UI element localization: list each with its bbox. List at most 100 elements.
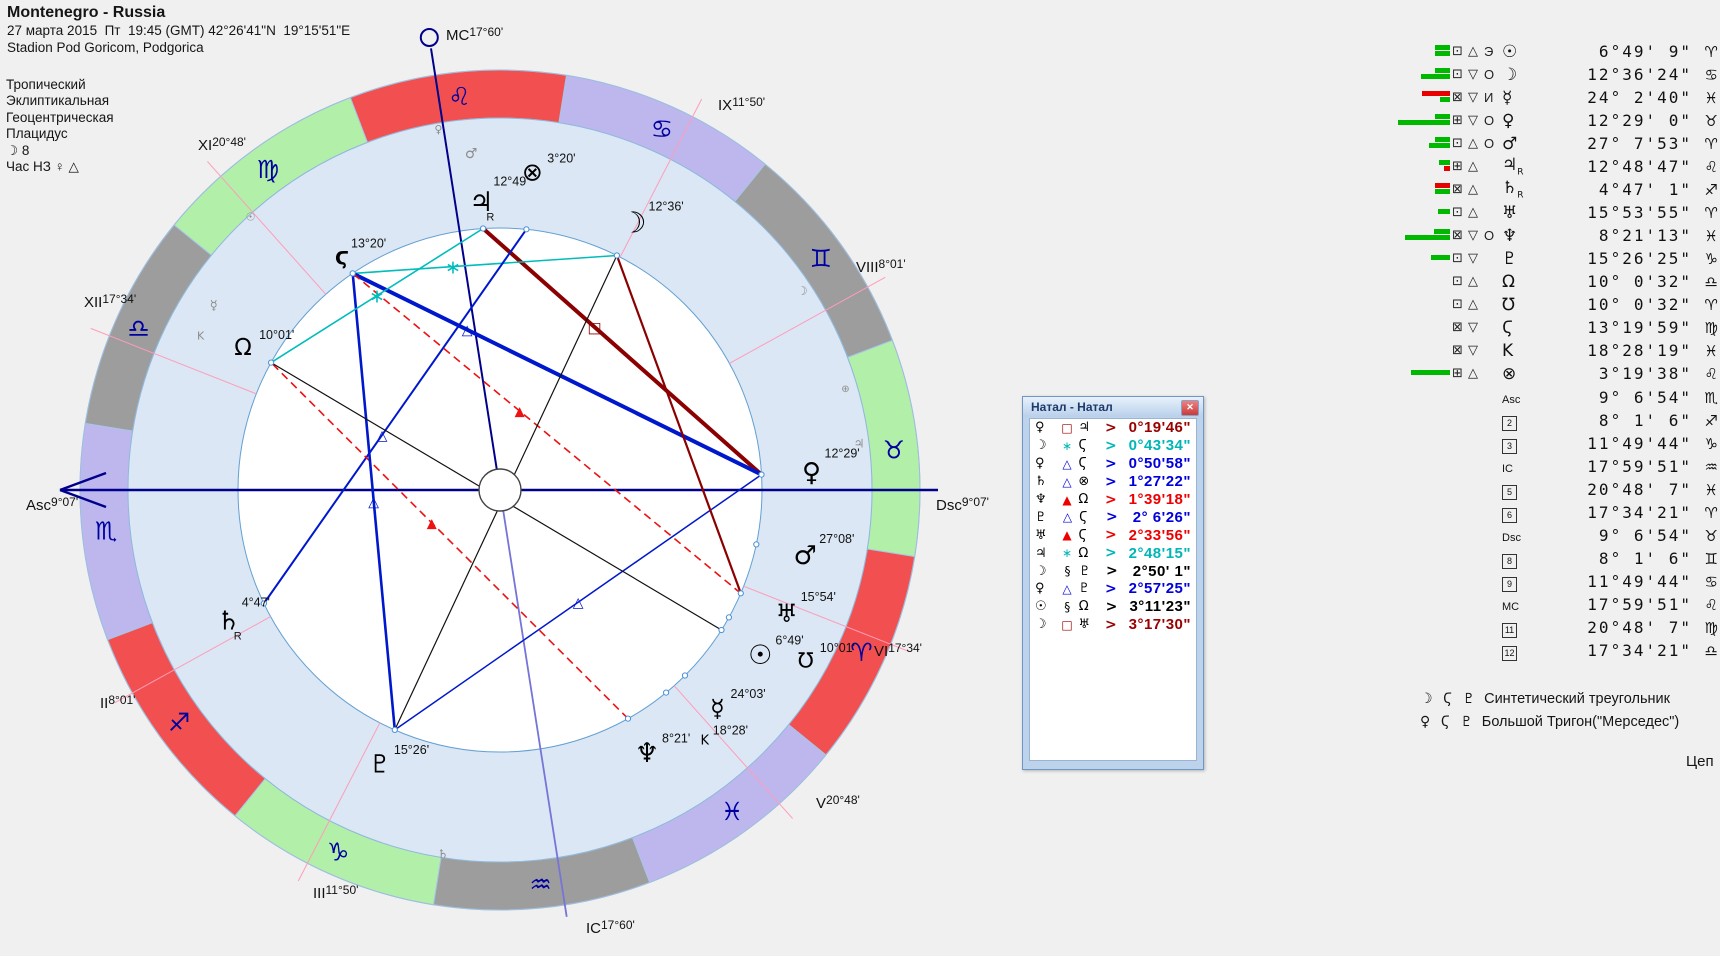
- house-cusps-panel: Asc 9° 6'54" ♏ 2 8° 1' 6" ♐ 3 11°49'44" ♑ IC 17°…: [1380, 386, 1718, 662]
- house-sign: ♒: [1704, 457, 1718, 476]
- panel-planet-row: ⊞ ▽ O ♀ 12°29' 0" ♉: [1380, 109, 1718, 132]
- aspect-orb: 2° 6'26": [1132, 508, 1191, 526]
- house-label-IC: IC17°60': [586, 918, 635, 937]
- dignity-marks: ⊡ ▽ O: [1452, 67, 1495, 82]
- planet-sun: ☉: [748, 640, 772, 671]
- legend-line: ♀ Ϛ ♇ Большой Тригон("Мерседес"): [1420, 711, 1679, 734]
- aspect-line: [263, 228, 528, 605]
- planet-saturn: ♄: [217, 607, 240, 637]
- sign-glyph: ♐: [168, 708, 190, 737]
- aspect-orb: 3°11'23": [1129, 598, 1191, 616]
- aspect-row[interactable]: ☽ □ ♅ >3°17'30": [1030, 616, 1196, 634]
- house-sign: ♌: [1704, 595, 1718, 614]
- aspect-planet1: ☽: [1035, 438, 1047, 454]
- dignity-marks: ⊠ △: [1452, 182, 1478, 197]
- aspect-row[interactable]: ♇ △ Ϛ >2° 6'26": [1030, 508, 1196, 526]
- panel-house-row: 5 20°48' 7" ♓: [1380, 478, 1718, 501]
- aspect-row[interactable]: ☽ § ♇ >2°50' 1": [1030, 562, 1196, 580]
- aspect-marker: △: [368, 495, 379, 511]
- aspect-orb: 2°33'56": [1128, 526, 1191, 544]
- dignity-marks: ⊞ △: [1452, 159, 1478, 174]
- minor-glyph: ♃: [854, 437, 865, 451]
- planet-sign: ♓: [1704, 88, 1718, 107]
- house-position: 20°48' 7": [1587, 618, 1692, 637]
- aspects-window-titlebar[interactable]: Натал - Натал: [1023, 397, 1203, 417]
- aspect-row[interactable]: ♀ △ Ϛ >0°50'58": [1030, 455, 1196, 473]
- aspect-planet1: ♇: [1035, 509, 1047, 525]
- natal-wheel[interactable]: ♈ ♉ ♊ ♋ ♌ ♍ ♎ ♏ ♐ ♑ ♒ ♓ □ ∗ △ △ ▲ △ ▲ ∗ △ ♂ ♀ ☿ K ☉ ☽ ♃ ⊕ ♄ ☉ 6°49' ☽ 12°…: [0, 0, 1000, 951]
- close-icon[interactable]: ✕: [1181, 400, 1199, 416]
- strength-bars: [1380, 316, 1452, 339]
- panel-planet-row: ⊞ △ ⊗ 3°19'38" ♌: [1380, 362, 1718, 385]
- planet-neptune-degree: 8°21': [662, 732, 690, 746]
- panel-planet-row: ⊡ △ ℧ 10° 0'32" ♈: [1380, 293, 1718, 316]
- house-sign: ♉: [1704, 526, 1718, 545]
- aspect-marker: ▲: [515, 404, 525, 419]
- panel-house-row: 8 8° 1' 6" ♊: [1380, 547, 1718, 570]
- aspect-arrow: >: [1104, 419, 1117, 436]
- aspect-planet1: ☽: [1035, 563, 1047, 579]
- aspect-row[interactable]: ♀ △ ♇ >2°57'25": [1030, 580, 1196, 598]
- aspect-planet1: ♄: [1035, 474, 1047, 490]
- planet-sign: ♌: [1704, 157, 1718, 176]
- house-position: 17°34'21": [1587, 641, 1692, 660]
- aspect-orb: 0°50'58": [1128, 455, 1191, 473]
- house-sign: ♍: [1704, 618, 1718, 637]
- sign-glyph: ♑: [327, 837, 349, 866]
- planet-fortune-degree: 3°20': [547, 152, 575, 166]
- configuration-legend: ☽ Ϛ ♇ Синтетический треугольник ♀ Ϛ ♇ Больш…: [1420, 688, 1679, 733]
- aspects-window[interactable]: Натал - Натал ✕ ♀ □ ♃ >0°19'46" ☽ ∗ Ϛ >0°43'34"…: [1022, 396, 1204, 770]
- house-sign: ♈: [1704, 503, 1718, 522]
- aspect-orb: 0°43'34": [1128, 437, 1191, 455]
- aspect-line: [481, 227, 763, 477]
- planet-position: 12°36'24": [1587, 65, 1692, 84]
- aspect-symbol: △: [1062, 581, 1072, 596]
- aspect-symbol: §: [1064, 599, 1071, 614]
- strength-bars: [1380, 293, 1452, 316]
- sign-glyph: ♋: [651, 115, 673, 144]
- aspect-row[interactable]: ♅ ▲ Ϛ >2°33'56": [1030, 526, 1196, 544]
- setting-moon-day: ☽ 8: [6, 142, 30, 158]
- aspect-orb: 1°39'18": [1128, 491, 1191, 508]
- house-position: 17°59'51": [1587, 457, 1692, 476]
- minor-glyph: ⊕: [841, 384, 849, 395]
- aspect-arrow: >: [1104, 455, 1117, 472]
- aspect-line: [351, 273, 397, 731]
- natal-wheel-svg: ♈♉♊♋♌♍♎♏♐♑♒♓□∗△△▲△▲∗△♂♀☿K☉☽♃⊕♄☉ 6°49'☽ 12°…: [26, 25, 989, 937]
- aspect-row[interactable]: ♄ △ ⊗ >1°27'22": [1030, 473, 1196, 491]
- legend-text: Большой Тригон("Мерседес"): [1481, 713, 1680, 730]
- chart-datetime: 27 марта 2015 Пт 19:45 (GMT) 42°26'41"N …: [7, 23, 351, 38]
- aspect-line: [352, 272, 742, 594]
- aspect-orb: 1°27'22": [1128, 473, 1191, 491]
- planet-pluto-degree: 15°26': [394, 743, 429, 757]
- aspect-row[interactable]: ♆ ▲ Ω >1°39'18": [1030, 491, 1196, 509]
- planet-position: 15°26'25": [1587, 249, 1692, 268]
- planet-glyph: ♂: [1502, 133, 1518, 154]
- house-cusp-line: [729, 276, 886, 364]
- house-position: 8° 1' 6": [1587, 411, 1692, 430]
- aspect-row[interactable]: ♃ ∗ Ω >2°48'15": [1030, 544, 1196, 562]
- aspect-orb: 0°19'46": [1128, 419, 1191, 437]
- aspect-marker: △: [462, 323, 473, 339]
- aspect-marker: ▲: [427, 516, 437, 531]
- aspect-orb: 2°50' 1": [1132, 562, 1191, 580]
- aspect-row[interactable]: ☽ ∗ Ϛ >0°43'34": [1030, 437, 1196, 455]
- house-label-VI: VI17°34': [874, 641, 922, 660]
- aspect-arrow: >: [1104, 616, 1117, 633]
- setting-planet-hour: Час НЗ ♀ △: [6, 159, 79, 175]
- chart-settings: Тропический Эклиптикальная Геоцентрическ…: [6, 77, 114, 175]
- aspect-symbol: ∗: [1061, 438, 1073, 453]
- aspect-row[interactable]: ☉ § Ω >3°11'23": [1030, 598, 1196, 616]
- dignity-marks: ⊞ ▽ O: [1452, 113, 1495, 128]
- aspect-planet2: Ϛ: [1078, 438, 1087, 454]
- aspect-planet1: ♀: [1035, 581, 1045, 597]
- planet-chiron: K: [701, 733, 710, 748]
- planet-glyph: ♇: [1502, 248, 1518, 269]
- planet-position: 12°48'47": [1587, 157, 1692, 176]
- aspect-planet2: Ω: [1078, 492, 1089, 507]
- aspect-planet1: ☽: [1035, 617, 1047, 633]
- house-label: 3: [1502, 434, 1542, 454]
- panel-house-row: 9 11°49'44" ♋: [1380, 570, 1718, 593]
- planet-position: 6°49' 9": [1587, 42, 1692, 61]
- aspect-row[interactable]: ♀ □ ♃ >0°19'46": [1030, 419, 1196, 437]
